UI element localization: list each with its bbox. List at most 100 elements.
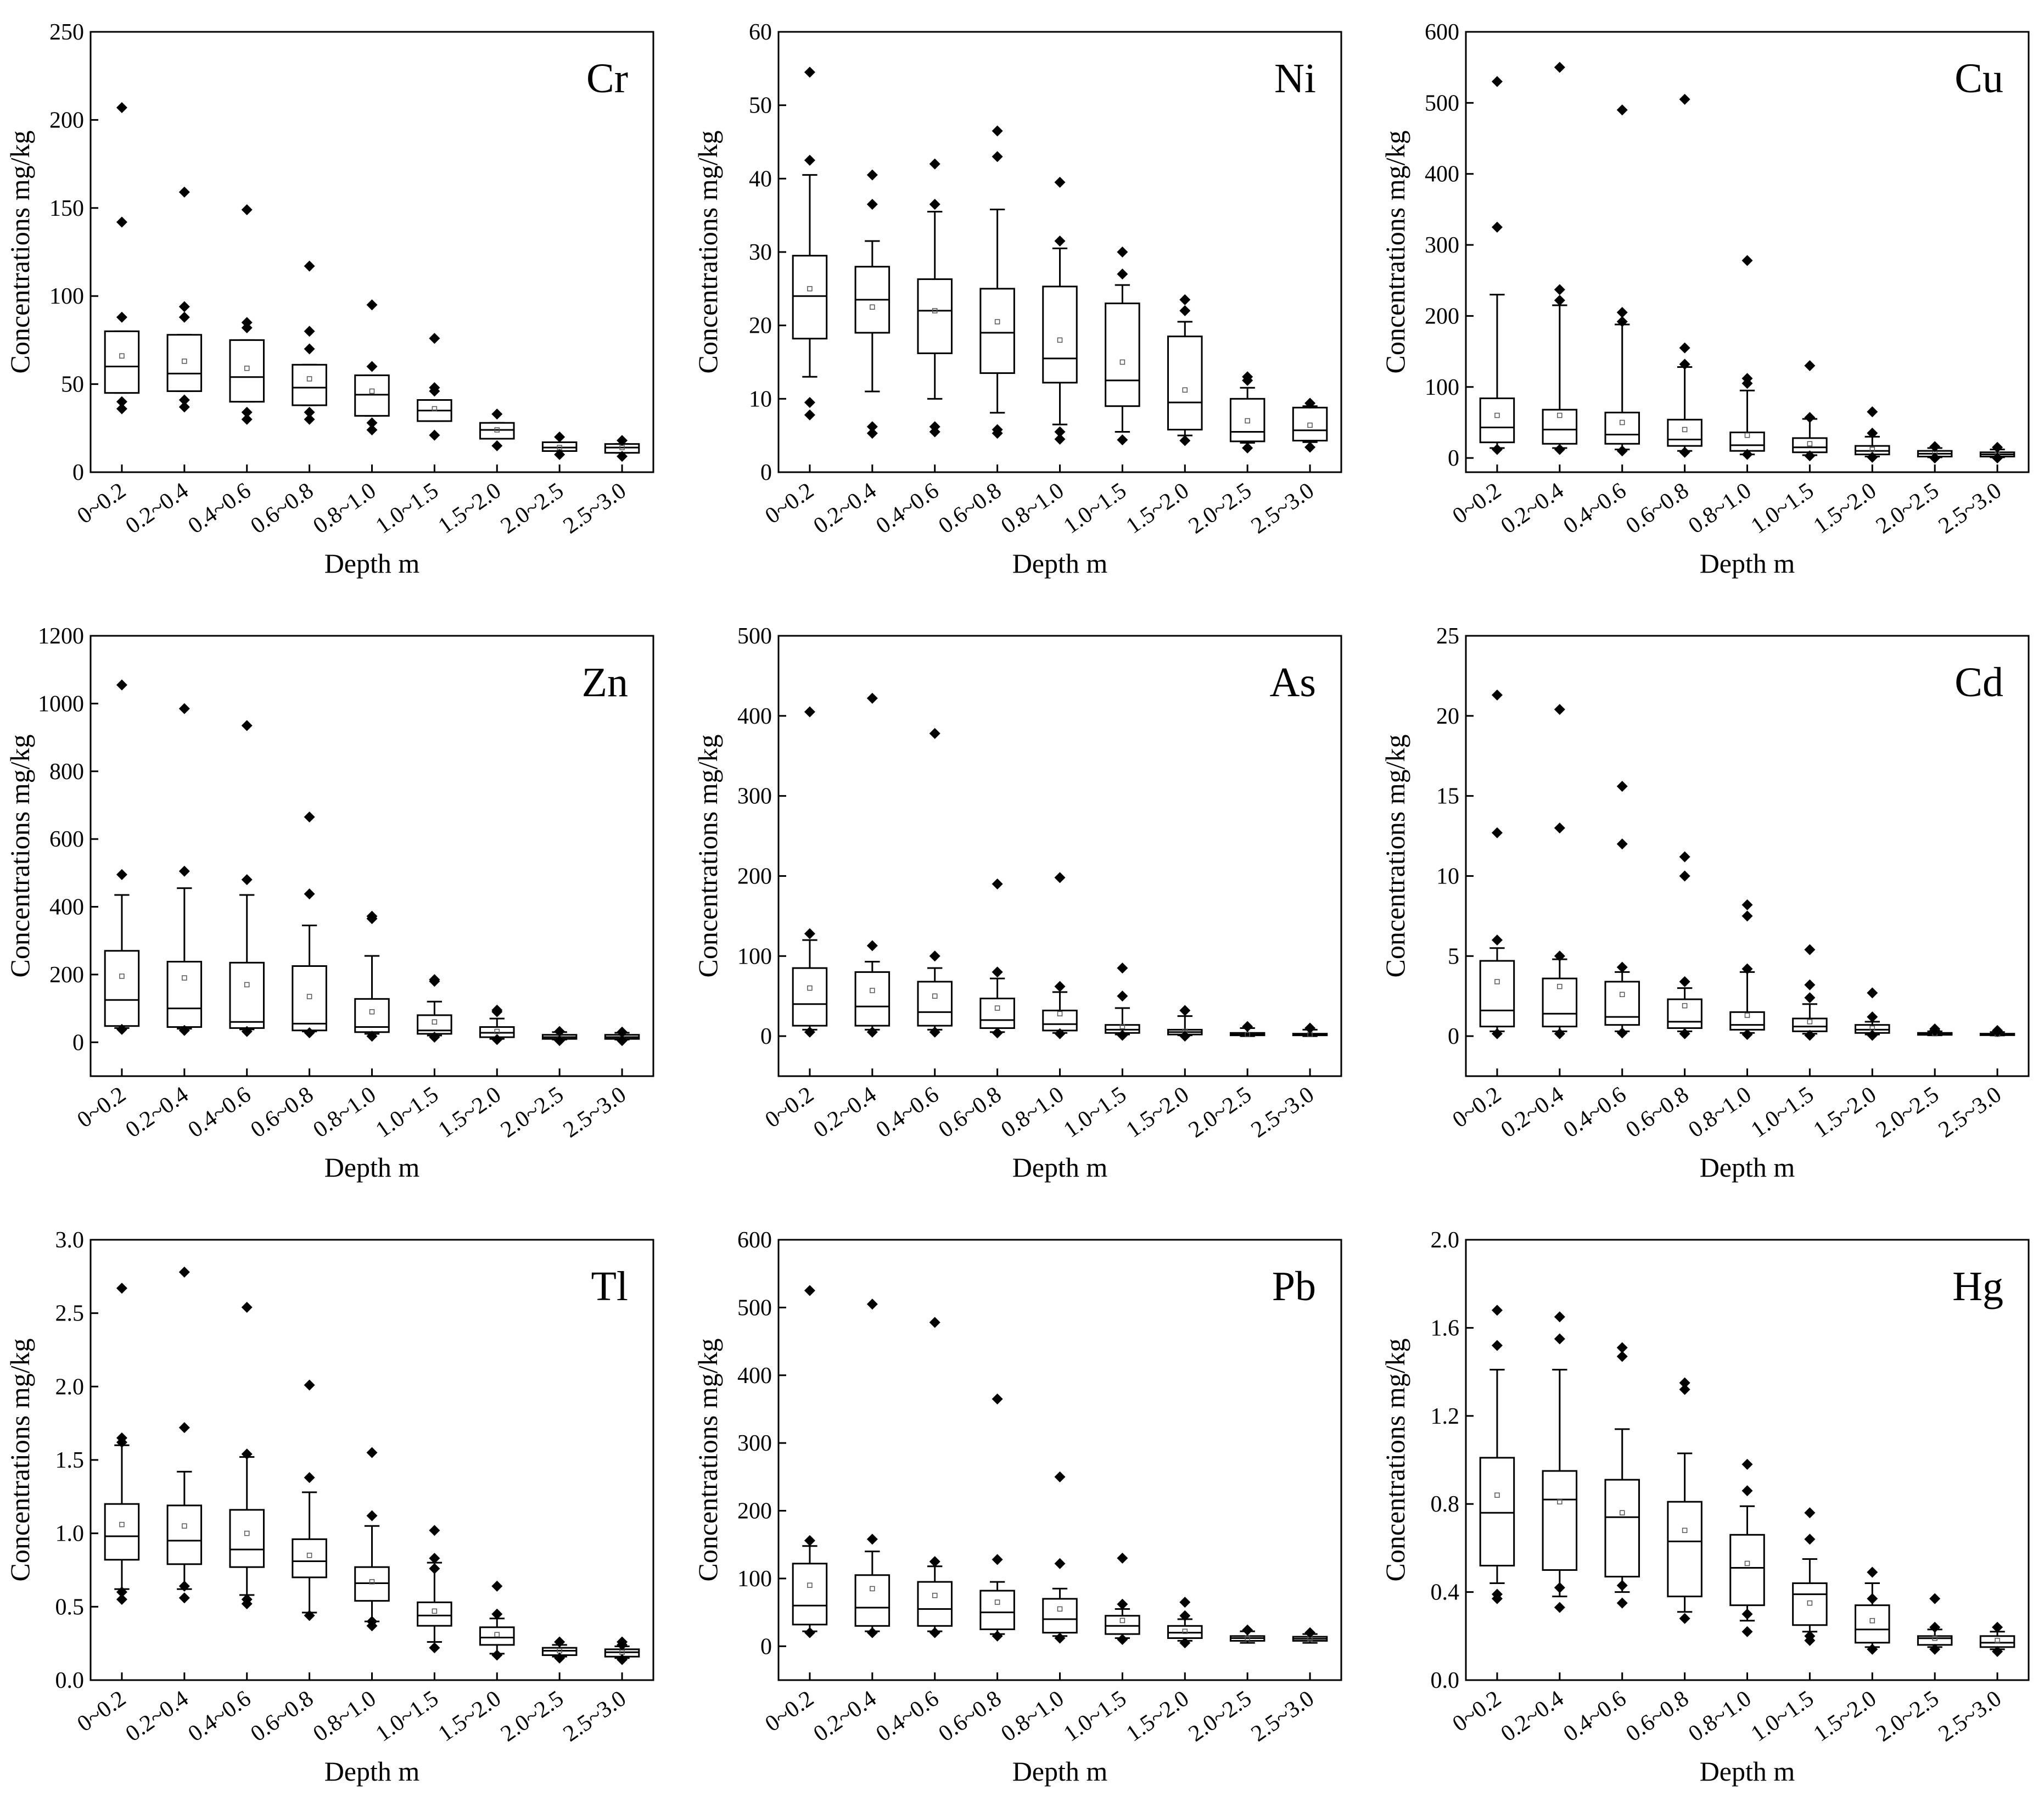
y-tick-label: 250 [49,20,84,45]
box-6 [1792,944,1828,1041]
panel-cr: 0 50 100 150 200 250 0~0.20.2~0.40.4~0.60.6~0.… [4,20,654,579]
mean-marker [494,427,500,433]
outlier-point [1554,284,1565,295]
outlier-point [178,1592,190,1604]
outlier-point [992,424,1003,435]
outlier-point [1054,1471,1066,1482]
outlier-point [491,440,503,451]
x-category-label: 0.4~0.6 [1559,1082,1631,1143]
outlier-point [804,1627,815,1638]
box-4 [979,878,1015,1039]
outlier-point [1491,444,1503,455]
outlier-point [178,301,190,312]
outlier-point [1992,452,2003,464]
box-8 [1917,1593,1953,1655]
outlier-point [304,413,315,425]
x-category-label: 1.0~1.5 [1746,1686,1818,1747]
outlier-point [866,1627,878,1638]
outlier-point [1616,781,1628,792]
x-category-label: 2.0~2.5 [1184,478,1256,539]
element-label: Pb [1272,1263,1316,1309]
outlier-point [1929,1593,1941,1604]
outlier-point [617,1026,628,1038]
x-category-label: 0~0.2 [1448,1082,1505,1133]
mean-marker [1245,1635,1250,1641]
mean-marker [870,1586,875,1592]
outlier-point [366,1447,378,1458]
x-category-label: 0.6~0.8 [1621,478,1693,539]
mean-marker [369,1009,375,1015]
outlier-point [1616,1597,1628,1609]
box-9 [604,1636,640,1665]
x-category-label: 2.0~2.5 [1872,478,1944,539]
x-category-label: 2.5~3.0 [1247,1686,1319,1747]
mean-marker [932,308,938,314]
iqr-box [166,1504,203,1565]
mean-marker [807,985,813,991]
iqr-box [1105,303,1140,407]
iqr-box [1042,1598,1078,1634]
x-category-label: 1.0~1.5 [1059,1686,1131,1747]
mean-marker [1119,359,1125,365]
iqr-box [1042,286,1078,384]
box-3 [917,1317,953,1638]
mean-marker [1807,1600,1813,1606]
y-tick-label: 0.4 [1431,1580,1460,1605]
x-category-label: 0.6~0.8 [1621,1082,1693,1143]
outlier-point [366,1616,378,1627]
box-2 [1542,61,1578,455]
box-3 [1604,781,1640,1039]
outlier-point [1679,1384,1690,1395]
box-5 [1729,1459,1765,1637]
iqr-box [1229,398,1265,443]
mean-marker [994,1005,1000,1011]
iqr-box [292,1538,327,1579]
y-tick-label: 400 [737,1363,772,1389]
iqr-box [1604,1479,1640,1578]
mean-marker [1057,337,1063,343]
x-axis-title: Depth m [1012,548,1108,579]
mean-marker [369,388,375,394]
outlier-point [429,429,440,441]
outlier-point [178,394,190,406]
iqr-box [229,1509,265,1568]
mean-marker [244,1530,250,1536]
iqr-box [792,255,828,340]
outlier-point [1616,838,1628,850]
box-7 [1167,1597,1203,1649]
outlier-point [804,397,815,408]
outlier-point [241,204,253,216]
outlier-point [241,413,253,425]
box-9 [604,435,640,462]
outlier-point [241,406,253,418]
y-tick-label: 400 [49,895,84,920]
outlier-point [1804,360,1816,371]
y-tick-label: 0 [72,1030,84,1055]
x-category-label: 0.4~0.6 [871,1082,943,1143]
iqr-box [1792,437,1828,454]
iqr-box [166,334,203,392]
mean-marker [1182,387,1188,393]
outlier-point [617,435,628,446]
x-category-label: 1.5~2.0 [1809,478,1881,539]
outlier-point [992,1027,1003,1039]
element-label: Cd [1955,659,2003,706]
outlier-point [804,928,815,939]
box-2 [166,186,203,413]
outlier-point [1867,1593,1878,1604]
y-tick-label: 600 [49,827,84,852]
box-9 [1292,1627,1328,1644]
box-7 [1855,406,1890,463]
outlier-point [116,1593,127,1605]
iqr-box [479,1626,515,1646]
y-tick-label: 1.6 [1431,1316,1460,1341]
iqr-box [1542,977,1578,1028]
outlier-point [1679,359,1690,370]
outlier-point [304,1610,315,1621]
x-category-label: 1.5~2.0 [1122,478,1194,539]
outlier-point [1616,961,1628,973]
mean-marker [182,359,187,364]
mean-marker [870,988,875,993]
iqr-box [479,422,515,440]
outlier-point [304,260,315,272]
